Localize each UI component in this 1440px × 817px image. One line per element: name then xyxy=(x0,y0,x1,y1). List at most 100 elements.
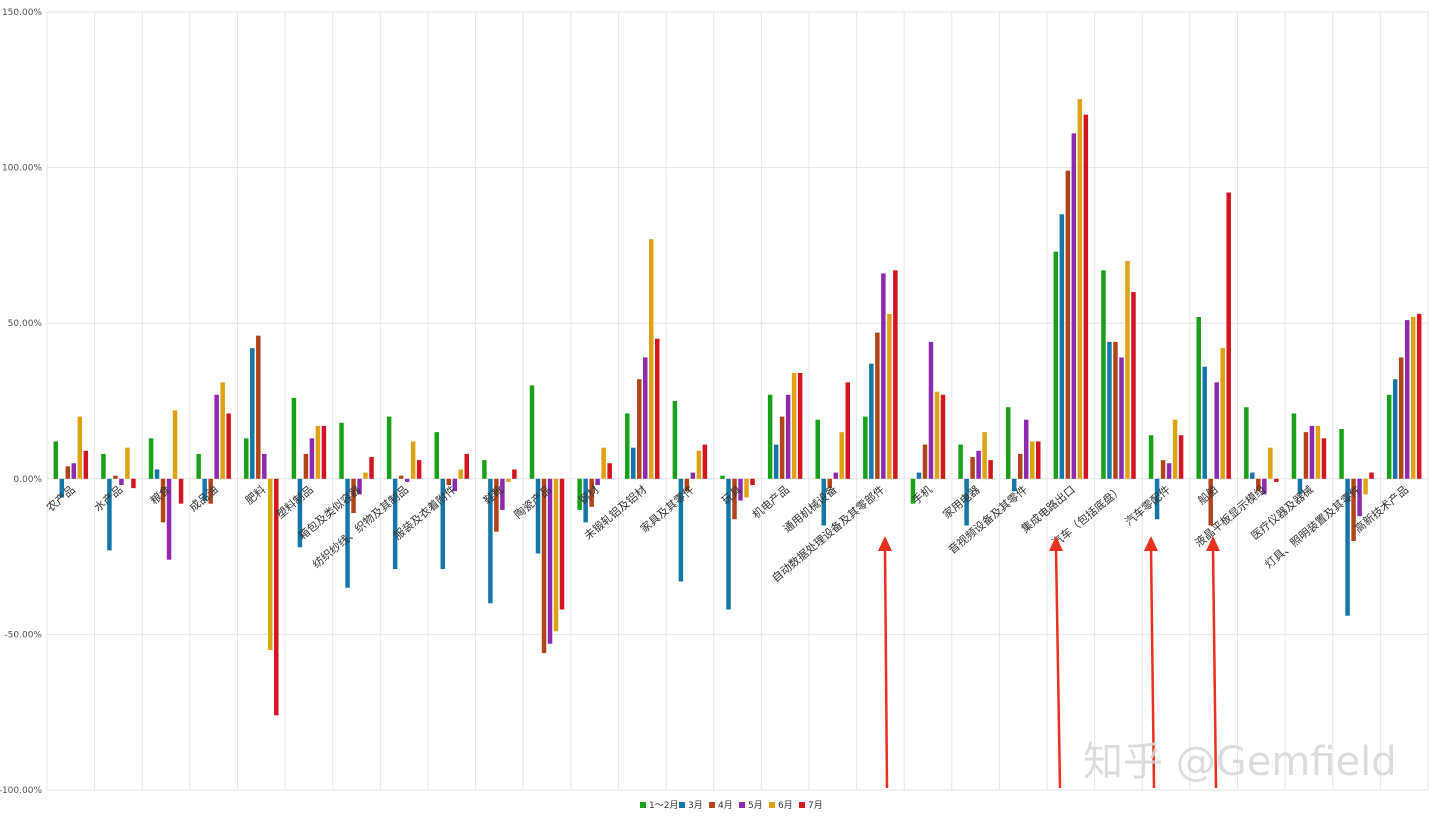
bar xyxy=(291,397,297,479)
bar xyxy=(815,419,820,479)
bar xyxy=(1256,478,1261,492)
bar xyxy=(1083,114,1089,479)
bar xyxy=(672,401,678,479)
bar xyxy=(637,379,642,479)
bar xyxy=(1029,441,1035,479)
grid-layer xyxy=(46,11,1429,791)
bar xyxy=(160,478,166,523)
bar xyxy=(208,478,213,504)
bar xyxy=(1196,316,1201,479)
bar xyxy=(541,478,547,654)
legend-swatch xyxy=(739,802,745,808)
bar xyxy=(750,478,755,486)
bar xyxy=(1291,413,1297,479)
bar xyxy=(1398,357,1404,479)
bar xyxy=(643,357,648,479)
arrow-head xyxy=(878,536,892,551)
bar xyxy=(821,478,826,526)
bar xyxy=(125,447,130,479)
bar xyxy=(226,413,231,479)
legend-label: 5月 xyxy=(748,800,763,811)
bar xyxy=(1315,425,1321,479)
bar xyxy=(1148,435,1154,479)
bar xyxy=(1202,366,1207,479)
bar xyxy=(1392,379,1398,479)
bar xyxy=(845,382,850,479)
legend-swatch xyxy=(799,802,805,808)
bar xyxy=(256,335,261,479)
bar xyxy=(1023,419,1029,479)
bar xyxy=(922,444,928,479)
bar xyxy=(178,478,184,504)
y-tick-label: -100.00% xyxy=(0,786,42,796)
y-axis-tick-labels: -100.00% -50.00% 0.00% 50.00% 100.00% 150.00% xyxy=(0,8,42,796)
bar xyxy=(410,441,416,479)
bar xyxy=(1172,419,1178,479)
bar xyxy=(77,416,83,479)
bar xyxy=(928,341,934,479)
bar xyxy=(345,478,350,588)
bar xyxy=(101,453,106,479)
bar xyxy=(59,478,65,498)
bar xyxy=(887,313,892,479)
bar xyxy=(1214,382,1219,479)
bar xyxy=(1404,320,1410,479)
bar xyxy=(1160,460,1166,479)
legend-label: 1～2月 xyxy=(649,800,678,811)
bar xyxy=(988,460,993,479)
x-category-label: 陶瓷产品 xyxy=(511,482,554,521)
bar xyxy=(1065,170,1071,479)
bar xyxy=(655,338,660,479)
bar xyxy=(833,472,838,479)
bar xyxy=(649,239,654,479)
arrow-head xyxy=(1049,536,1063,551)
bar xyxy=(732,478,737,520)
bar xyxy=(83,450,89,479)
y-tick-label: -50.00% xyxy=(4,630,42,640)
bar xyxy=(785,394,791,479)
bar xyxy=(1309,425,1315,479)
arrow-head xyxy=(1206,536,1220,551)
bar xyxy=(488,478,493,604)
bar xyxy=(214,394,219,479)
bar xyxy=(779,416,785,479)
bar xyxy=(315,425,321,479)
bar xyxy=(392,478,398,570)
arrow-shaft xyxy=(1149,547,1156,789)
arrow-head xyxy=(1144,536,1158,551)
bar xyxy=(607,463,612,479)
bar xyxy=(839,432,844,479)
bar xyxy=(1131,292,1136,479)
bar xyxy=(452,478,458,492)
bar xyxy=(1262,478,1267,495)
legend-swatch xyxy=(769,802,775,808)
bar xyxy=(1303,432,1309,479)
bar xyxy=(1250,472,1255,479)
bar xyxy=(1363,478,1368,495)
bar xyxy=(398,475,404,479)
bar xyxy=(1113,341,1118,479)
bar xyxy=(244,438,249,479)
bar xyxy=(154,469,160,479)
x-category-label: 塑料制品 xyxy=(273,482,316,521)
bar xyxy=(577,478,582,510)
bar xyxy=(916,472,922,479)
bar xyxy=(357,478,362,495)
bar xyxy=(297,478,303,548)
bar xyxy=(1154,478,1160,520)
bar xyxy=(351,478,356,514)
bar xyxy=(1005,407,1011,479)
watermark-text: 知乎 @Gemfield xyxy=(1083,739,1397,785)
x-category-label: 音视频设备及其零件 xyxy=(945,482,1030,556)
bar xyxy=(1339,429,1344,479)
bar xyxy=(440,478,446,570)
bar xyxy=(767,394,773,479)
bar xyxy=(446,478,452,486)
bar xyxy=(512,469,517,479)
bar xyxy=(404,478,410,482)
legend-swatch xyxy=(709,802,715,808)
bar xyxy=(482,460,487,479)
bar xyxy=(1077,99,1083,479)
bar xyxy=(172,410,178,479)
bar xyxy=(494,478,499,532)
